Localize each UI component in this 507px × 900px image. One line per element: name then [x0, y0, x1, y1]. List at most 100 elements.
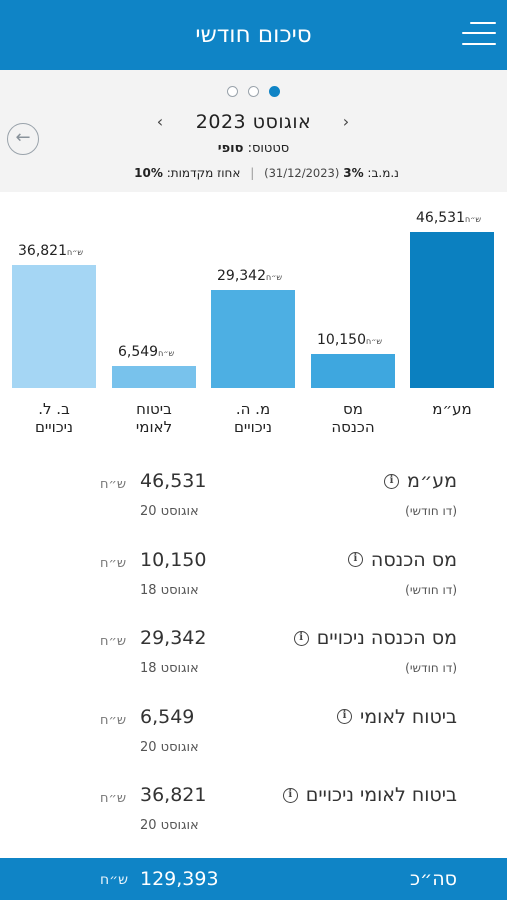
payment-title-text: ביטוח לאומי ניכויים — [305, 784, 457, 806]
chart-category-line: מס — [343, 400, 363, 418]
payment-row[interactable]: מע״מ i (דו חודשי) 46,531 ש״ח אוגוסט 20 — [0, 462, 507, 532]
payment-title: ביטוח לאומי i — [336, 705, 457, 728]
chart-category-label: מע״מ — [407, 400, 497, 418]
chart-bar[interactable] — [410, 232, 494, 388]
payment-due-date: אוגוסט 18 — [140, 661, 199, 676]
payment-currency: ש״ח — [100, 555, 127, 571]
chart-category-label: מס הכנסה — [308, 400, 398, 436]
previous-month-arrow-icon[interactable]: ‹ — [342, 112, 350, 131]
chart-category-line: הכנסה — [331, 418, 375, 436]
status-line: סטטוס: סופי — [0, 141, 507, 156]
info-icon[interactable]: i — [293, 630, 309, 646]
payment-row[interactable]: מס הכנסה i (דו חודשי) 10,150 ש״ח אוגוסט 18 — [0, 541, 507, 611]
payment-due-date: אוגוסט 20 — [140, 818, 199, 833]
total-currency: ש״ח — [100, 872, 129, 888]
page-dot-3[interactable] — [227, 86, 238, 97]
payments-bar-chart: ש״ח46,531 מע״מ ש״ח10,150 מס הכנסה ש״ח29,342 מ.… — [0, 192, 507, 452]
chart-bar[interactable] — [112, 366, 196, 388]
chart-category-line: מ. ה. — [235, 400, 271, 418]
chart-bar-currency: ש״ח — [67, 248, 84, 257]
chart-bar[interactable] — [12, 265, 96, 388]
payment-currency: ש״ח — [100, 477, 127, 492]
chart-bar[interactable] — [211, 290, 295, 388]
info-icon[interactable]: i — [384, 473, 400, 489]
advance-value: 10% — [134, 166, 163, 180]
rates-line: נ.מ.ב: 3% (31/12/2023) | אחוז מקדמות: 10… — [134, 166, 399, 180]
payment-due-date: אוגוסט 18 — [140, 582, 199, 598]
chart-category-label: ב. ל. ניכויים — [9, 400, 99, 436]
chart-bar-value-label: ש״ח10,150 — [317, 332, 385, 348]
chart-category-label: ביטוח לאומי — [109, 400, 199, 436]
menu-icon[interactable] — [460, 20, 496, 48]
payment-row[interactable]: מס הכנסה ניכויים i (דו חודשי) 29,342 ש״ח אוגו… — [0, 619, 507, 689]
chart-bar-value: 29,342 — [217, 268, 266, 284]
chart-bar-value: 46,531 — [416, 210, 465, 226]
chart-bar[interactable] — [311, 354, 395, 388]
total-label: סה״כ — [409, 868, 457, 890]
total-amount: 129,393 — [140, 868, 219, 890]
payment-title-text: מס הכנסה ניכויים — [316, 627, 457, 649]
payment-currency: ש״ח — [100, 791, 127, 806]
app-header: סיכום חודשי — [0, 0, 507, 70]
page-dot-2[interactable] — [248, 86, 259, 97]
payment-amount: 46,531 — [140, 470, 207, 492]
next-month-arrow-icon[interactable]: › — [156, 112, 164, 131]
chart-category-line: ניכויים — [233, 418, 273, 436]
total-footer: סה״כ 129,393 ש״ח — [0, 858, 507, 900]
page-dot-1[interactable] — [269, 86, 280, 97]
payment-title-text: מע״מ — [407, 470, 457, 492]
chart-category-label: מ. ה. ניכויים — [208, 400, 298, 436]
chart-bar-value-label: ש״ח36,821 — [18, 243, 86, 259]
chart-category-line: מע״מ — [432, 400, 472, 418]
status-value: סופי — [217, 141, 244, 156]
chart-bar-currency: ש״ח — [366, 337, 383, 346]
payment-due-date: אוגוסט 20 — [140, 504, 199, 519]
payment-row[interactable]: ביטוח לאומי i 6,549 ש״ח אוגוסט 20 — [0, 698, 507, 768]
payment-title: מס הכנסה ניכויים i — [293, 627, 457, 649]
payment-currency: ש״ח — [100, 712, 127, 728]
page-title: סיכום חודשי — [195, 22, 312, 48]
chart-bar-value: 36,821 — [18, 243, 67, 259]
payment-due-date: אוגוסט 20 — [140, 739, 199, 755]
month-label: אוגוסט 2023 — [195, 111, 312, 133]
payment-title-text: מס הכנסה — [370, 548, 457, 571]
month-summary-panel: ‹ אוגוסט 2023 › ← סטטוס: סופי נ.מ.ב: 3% … — [0, 70, 507, 192]
chart-bar-value-label: ש״ח6,549 — [118, 344, 177, 360]
page-indicator — [0, 82, 507, 97]
chart-bar-value: 10,150 — [317, 332, 366, 348]
chart-bar-value: 6,549 — [118, 344, 159, 360]
chart-category-line: לאומי — [135, 418, 173, 436]
back-arrow-icon[interactable]: ← — [7, 123, 39, 155]
chart-category-line: ב. ל. — [38, 400, 70, 418]
payment-currency: ש״ח — [100, 634, 127, 649]
info-icon[interactable]: i — [347, 552, 363, 567]
advance-label: אחוז מקדמות: — [166, 166, 241, 180]
payment-row[interactable]: ביטוח לאומי ניכויים i 36,821 ש״ח אוגוסט 20 — [0, 776, 507, 846]
payment-title: ביטוח לאומי ניכויים i — [282, 784, 457, 806]
payment-title-text: ביטוח לאומי — [359, 705, 457, 728]
chart-bar-value-label: ש״ח46,531 — [416, 210, 484, 226]
payment-amount: 6,549 — [140, 705, 195, 728]
chart-category-line: ניכויים — [34, 418, 74, 436]
chart-bar-value-label: ש״ח29,342 — [217, 268, 285, 284]
nmb-value: 3% — [343, 166, 364, 180]
payment-amount: 36,821 — [140, 784, 207, 806]
status-label: סטטוס: — [247, 141, 290, 156]
payment-amount: 10,150 — [140, 548, 207, 571]
nmb-label: נ.מ.ב: — [367, 166, 399, 180]
chart-category-line: ביטוח — [136, 400, 172, 418]
payment-amount: 29,342 — [140, 627, 207, 649]
month-selector: ‹ אוגוסט 2023 › — [0, 108, 507, 136]
payment-frequency: (דו חודשי) — [405, 504, 457, 518]
chart-bar-currency: ש״ח — [465, 215, 482, 224]
nmb-date: (31/12/2023) — [264, 166, 340, 180]
chart-bar-currency: ש״ח — [266, 273, 283, 282]
payment-frequency: (דו חודשי) — [405, 661, 457, 675]
rates-separator: | — [250, 166, 255, 180]
payment-title: מע״מ i — [384, 470, 457, 492]
info-icon[interactable]: i — [282, 787, 298, 803]
chart-bar-currency: ש״ח — [158, 349, 175, 358]
payment-frequency: (דו חודשי) — [405, 582, 457, 597]
info-icon[interactable]: i — [336, 709, 352, 724]
payment-title: מס הכנסה i — [347, 548, 457, 571]
